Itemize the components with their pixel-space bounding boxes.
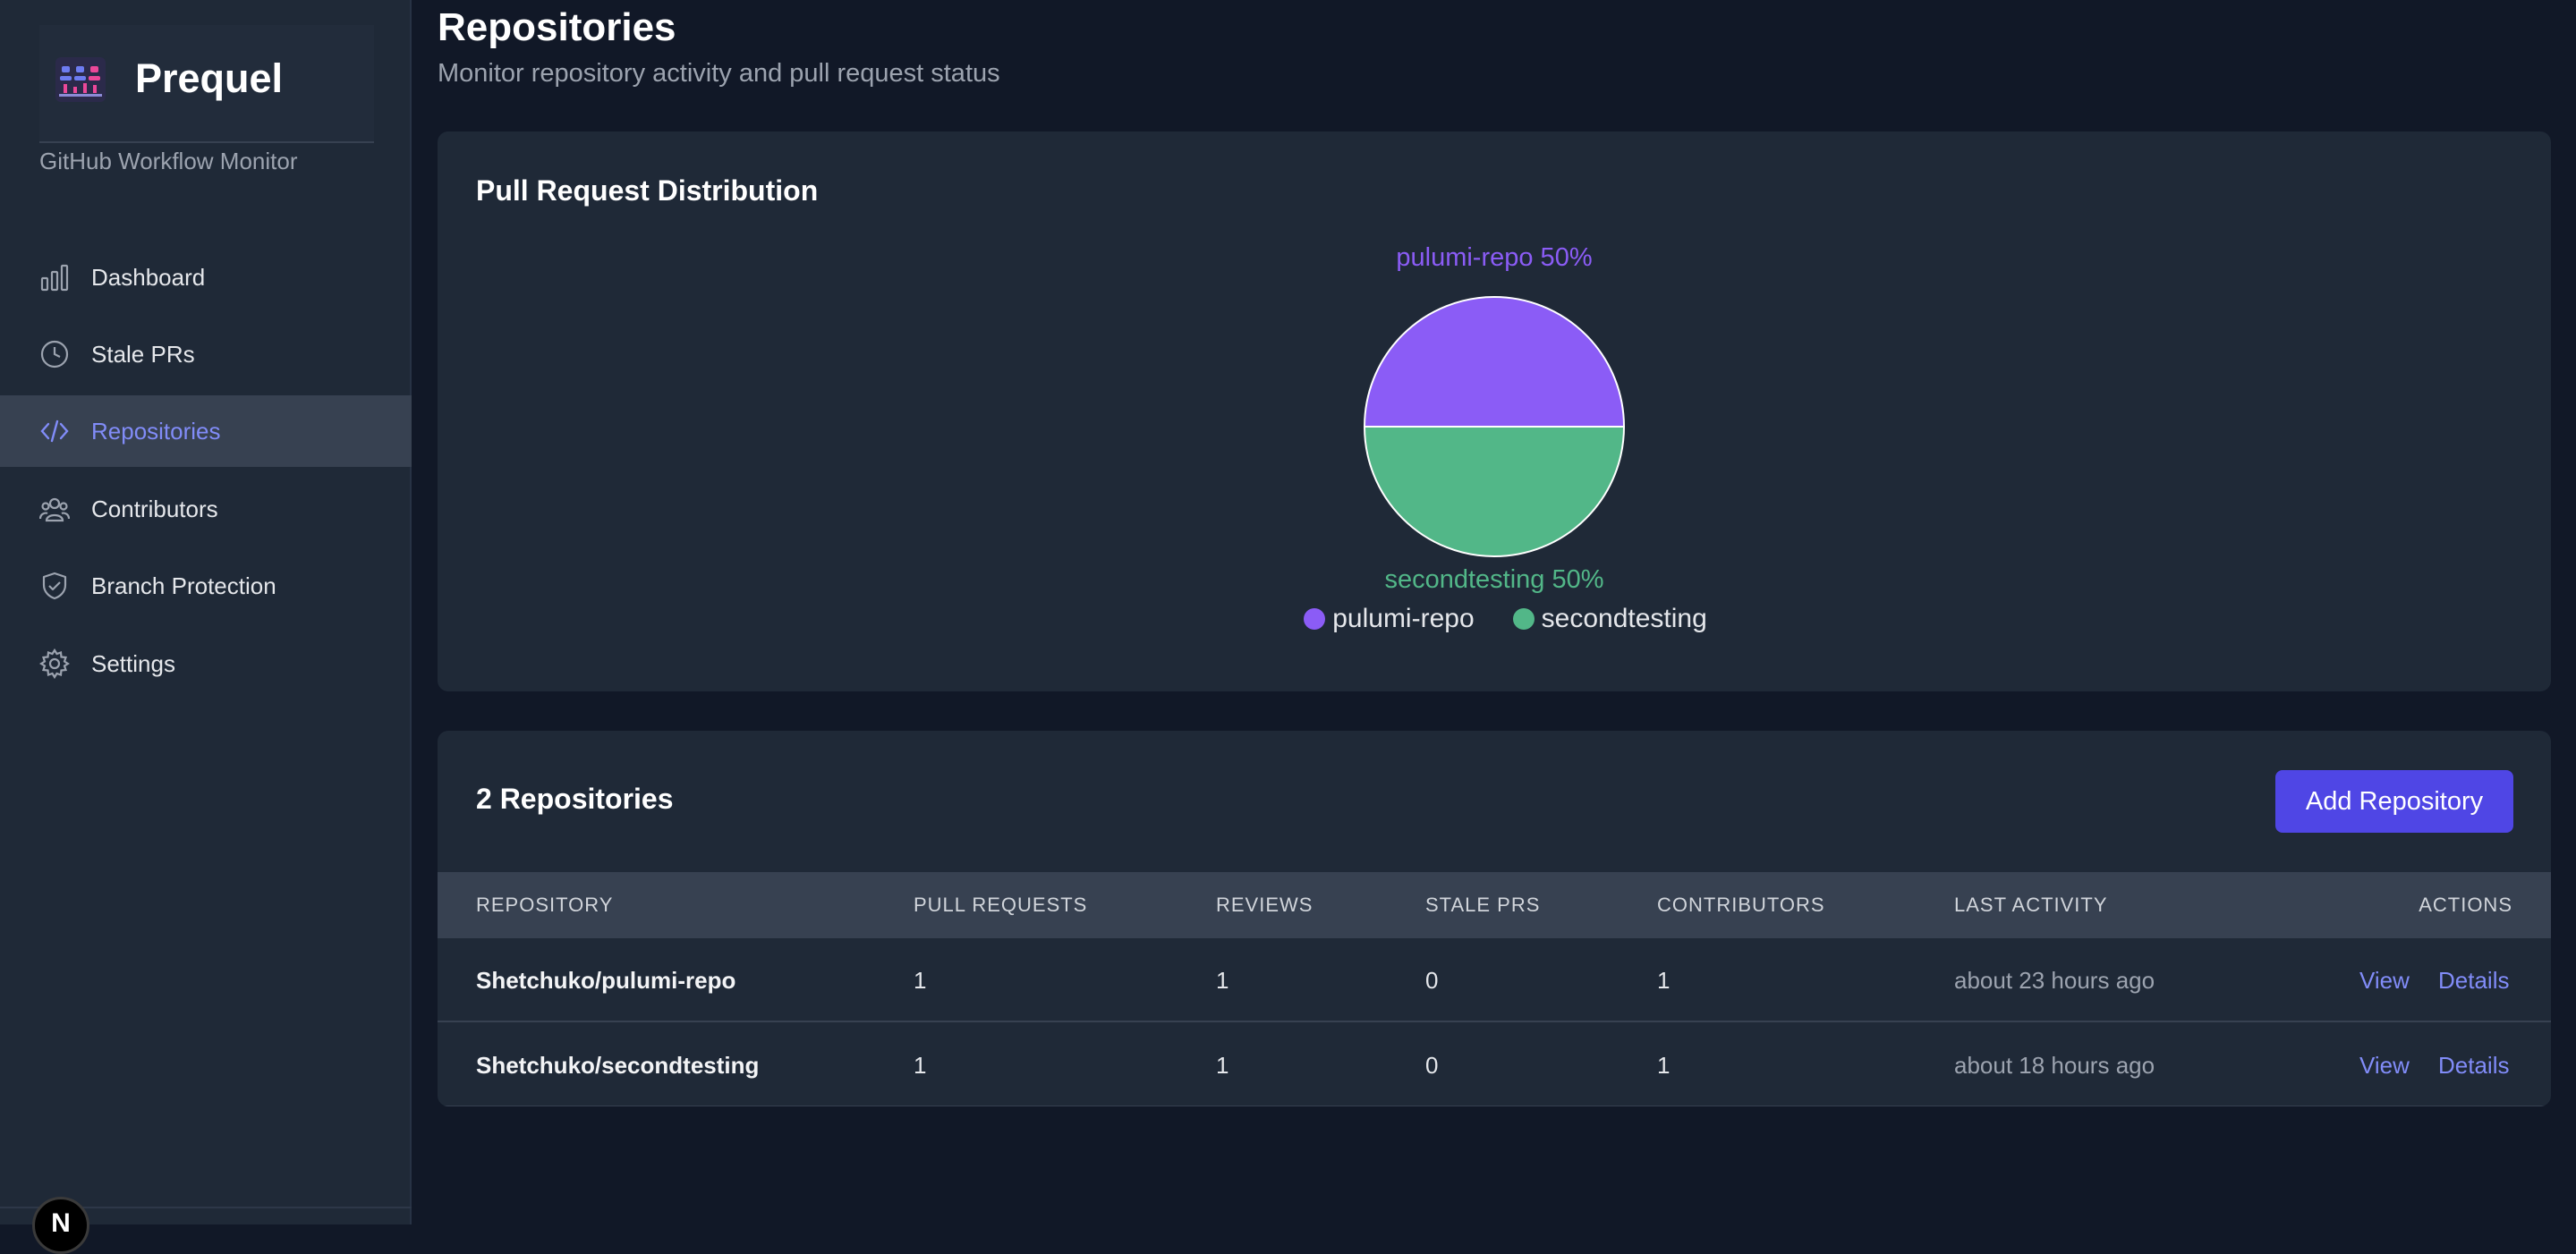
sidebar-item-label: Settings xyxy=(91,649,175,677)
table-row: Shetchuko/pulumi-repo 1 1 0 1 about 23 h… xyxy=(438,938,2551,1022)
table-row: Shetchuko/secondtesting 1 1 0 1 about 18… xyxy=(438,1023,2551,1106)
sidebar: Prequel GitHub Workflow Monitor Dashboar… xyxy=(0,0,412,1254)
chart-title: Pull Request Distribution xyxy=(476,174,819,207)
last-activity: about 23 hours ago xyxy=(1954,967,2155,994)
view-link[interactable]: View xyxy=(2359,967,2410,994)
gear-icon xyxy=(38,648,71,680)
sidebar-item-settings[interactable]: Settings xyxy=(0,628,412,699)
legend-label: secondtesting xyxy=(1541,604,1707,633)
pie-slice-label: secondtesting 50% xyxy=(1384,565,1603,594)
code-icon xyxy=(39,416,70,446)
legend-swatch xyxy=(1512,608,1535,630)
column-header-pull-requests[interactable]: PULL REQUESTS xyxy=(914,894,1088,916)
contributors-count: 1 xyxy=(1657,967,1671,994)
bar-chart-icon xyxy=(39,262,70,292)
view-link[interactable]: View xyxy=(2359,1052,2410,1079)
legend-swatch xyxy=(1304,608,1326,630)
column-header-reviews[interactable]: REVIEWS xyxy=(1216,894,1314,916)
sidebar-item-label: Repositories xyxy=(91,417,221,445)
contributors-count: 1 xyxy=(1657,1052,1671,1079)
sidebar-item-repositories[interactable]: Repositories xyxy=(0,395,412,467)
details-link[interactable]: Details xyxy=(2438,1052,2510,1079)
pie-slice-secondtesting[interactable] xyxy=(1363,426,1626,557)
brand-subtitle: GitHub Workflow Monitor xyxy=(39,148,298,174)
sidebar-item-label: Dashboard xyxy=(91,263,206,291)
column-header-contributors[interactable]: CONTRIBUTORS xyxy=(1657,894,1825,916)
last-activity: about 18 hours ago xyxy=(1954,1052,2155,1079)
chart-legend: pulumi-repo secondtesting xyxy=(438,604,2551,634)
table-header: REPOSITORY PULL REQUESTS REVIEWS STALE P… xyxy=(438,872,2551,938)
sidebar-item-label: Stale PRs xyxy=(91,340,195,368)
stale-prs-count: 0 xyxy=(1425,1052,1439,1079)
pull-requests-count: 1 xyxy=(914,1052,927,1079)
column-header-last-activity[interactable]: LAST ACTIVITY xyxy=(1954,894,2108,916)
legend-item-secondtesting[interactable]: secondtesting xyxy=(1512,604,1707,634)
brand-name: Prequel xyxy=(135,55,284,101)
repository-name[interactable]: Shetchuko/pulumi-repo xyxy=(476,967,736,994)
repository-name[interactable]: Shetchuko/secondtesting xyxy=(476,1052,760,1079)
reviews-count: 1 xyxy=(1216,1052,1229,1079)
repositories-table-card: 2 Repositories Add Repository REPOSITORY… xyxy=(438,731,2551,1106)
table-title: 2 Repositories xyxy=(476,783,674,815)
brand-header: Prequel xyxy=(39,25,374,143)
pull-requests-count: 1 xyxy=(914,967,927,994)
pie-slice-pulumi-repo[interactable] xyxy=(1363,296,1626,428)
sidebar-footer-divider xyxy=(0,1207,412,1208)
clock-icon xyxy=(39,339,70,369)
page-subtitle: Monitor repository activity and pull req… xyxy=(438,59,1000,88)
pull-request-distribution-card: Pull Request Distribution pulumi-repo 50… xyxy=(438,131,2551,691)
sidebar-item-dashboard[interactable]: Dashboard xyxy=(0,241,412,313)
avatar[interactable]: N xyxy=(32,1197,89,1254)
sidebar-item-label: Branch Protection xyxy=(91,572,276,599)
prequel-logo-icon xyxy=(55,57,106,102)
add-repository-button[interactable]: Add Repository xyxy=(2275,770,2513,833)
shield-check-icon xyxy=(39,571,70,601)
sidebar-item-label: Contributors xyxy=(91,495,218,522)
legend-label: pulumi-repo xyxy=(1332,604,1475,633)
stale-prs-count: 0 xyxy=(1425,967,1439,994)
page-title: Repositories xyxy=(438,5,676,49)
reviews-count: 1 xyxy=(1216,967,1229,994)
sidebar-item-stale-prs[interactable]: Stale PRs xyxy=(0,318,412,390)
column-header-stale-prs[interactable]: STALE PRS xyxy=(1425,894,1541,916)
column-header-repository[interactable]: REPOSITORY xyxy=(476,894,614,916)
legend-item-pulumi-repo[interactable]: pulumi-repo xyxy=(1304,604,1475,634)
sidebar-item-contributors[interactable]: Contributors xyxy=(0,473,412,545)
pie-slice-label: pulumi-repo 50% xyxy=(1396,243,1592,272)
users-icon xyxy=(38,494,71,524)
column-header-actions: ACTIONS xyxy=(2419,894,2512,916)
sidebar-item-branch-protection[interactable]: Branch Protection xyxy=(0,550,412,622)
pie-chart: pulumi-repo 50% secondtesting 50% xyxy=(1363,243,1626,594)
details-link[interactable]: Details xyxy=(2438,967,2510,994)
